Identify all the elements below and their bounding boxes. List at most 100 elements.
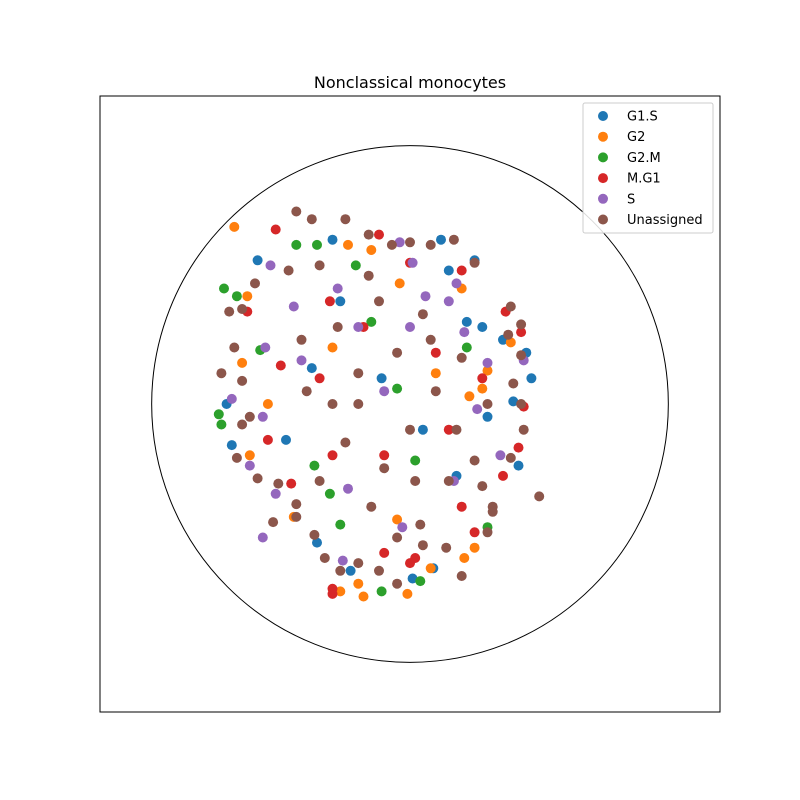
point-unassigned [353, 368, 364, 379]
point-unassigned [216, 368, 227, 379]
point-g2 [477, 383, 488, 394]
point-m-g1 [513, 442, 524, 453]
point-g1-s [436, 234, 446, 245]
point-g1-s [526, 373, 537, 384]
point-unassigned [273, 478, 284, 489]
point-unassigned [379, 463, 390, 474]
point-s [495, 450, 506, 461]
point-g1-s [226, 440, 237, 451]
point-unassigned [392, 578, 403, 589]
point-m-g1 [327, 583, 338, 594]
point-unassigned [374, 565, 384, 576]
point-g2 [425, 563, 436, 574]
point-s [270, 488, 281, 499]
point-unassigned [309, 529, 320, 540]
point-unassigned [332, 322, 343, 332]
point-unassigned [335, 565, 346, 576]
legend-label-g1-s: G1.S [627, 110, 658, 125]
point-g2 [335, 586, 346, 597]
point-unassigned [503, 329, 514, 340]
point-m-g1 [469, 527, 480, 538]
point-unassigned [425, 239, 436, 250]
point-g2-m [415, 576, 426, 587]
point-g2 [343, 239, 353, 250]
point-unassigned [237, 419, 248, 430]
point-g2-m [231, 291, 242, 302]
point-g2 [505, 337, 516, 348]
point-s [353, 322, 364, 332]
point-unassigned [291, 206, 302, 217]
point-unassigned [456, 352, 467, 363]
point-g1-s [513, 460, 524, 471]
point-g2 [394, 278, 405, 289]
point-unassigned [505, 452, 516, 463]
point-g2 [262, 399, 273, 409]
point-unassigned [353, 558, 364, 569]
point-s [288, 301, 299, 312]
point-s [257, 411, 268, 422]
legend-label-unassigned: Unassigned [627, 213, 703, 228]
point-g2 [353, 578, 364, 589]
point-m-g1 [327, 450, 338, 461]
point-unassigned [516, 399, 527, 409]
legend-marker-g2-m [598, 152, 608, 163]
point-s [451, 278, 462, 289]
point-g2 [459, 553, 470, 563]
point-s [226, 393, 237, 404]
legend-label-m-g1: M.G1 [627, 172, 661, 187]
point-g1-s [508, 396, 519, 407]
point-m-g1 [286, 478, 297, 489]
point-m-g1 [405, 558, 415, 569]
point-unassigned [443, 476, 454, 486]
point-s [379, 386, 390, 397]
point-unassigned [456, 571, 467, 581]
point-s [257, 532, 268, 543]
point-s [420, 291, 431, 302]
point-unassigned [448, 234, 459, 245]
point-unassigned [518, 424, 529, 435]
point-s [332, 283, 343, 294]
legend-marker-m-g1 [598, 173, 608, 184]
point-unassigned [296, 334, 307, 345]
legend-marker-g1-s [598, 111, 608, 121]
point-s [394, 237, 405, 248]
point-g2-m [366, 316, 377, 327]
point-m-g1 [456, 265, 467, 276]
point-g2 [237, 357, 248, 368]
point-unassigned [252, 473, 263, 484]
point-m-g1 [374, 229, 384, 240]
point-s [397, 522, 408, 533]
point-m-g1 [270, 224, 281, 235]
point-s [472, 404, 483, 415]
legend-marker-g2 [598, 131, 608, 142]
point-unassigned [469, 455, 480, 466]
point-s [443, 296, 454, 307]
point-unassigned [410, 476, 421, 486]
point-g1-s [306, 363, 317, 374]
point-g2-m [309, 460, 320, 471]
point-m-g1 [324, 296, 335, 307]
point-m-g1 [516, 327, 527, 338]
point-g2-m [312, 239, 322, 250]
point-unassigned [366, 501, 377, 512]
point-unassigned [405, 424, 415, 435]
legend-label-g2-m: G2.M [627, 151, 661, 166]
point-g2 [366, 245, 377, 255]
point-g1-s [252, 255, 263, 266]
point-g1-s [443, 265, 454, 276]
point-unassigned [224, 306, 235, 317]
point-g2 [392, 514, 403, 525]
point-g2 [244, 450, 255, 461]
point-unassigned [340, 437, 351, 448]
point-unassigned [306, 214, 317, 225]
point-unassigned [363, 270, 374, 281]
point-s [337, 555, 348, 566]
point-s [296, 355, 307, 366]
point-unassigned [405, 237, 415, 248]
point-unassigned [301, 386, 312, 397]
legend: G1.S G2 G2.M M.G1 S Unassigned [582, 102, 714, 234]
point-g2-m [350, 260, 361, 271]
point-s [244, 460, 255, 471]
point-g1-s [281, 434, 291, 445]
